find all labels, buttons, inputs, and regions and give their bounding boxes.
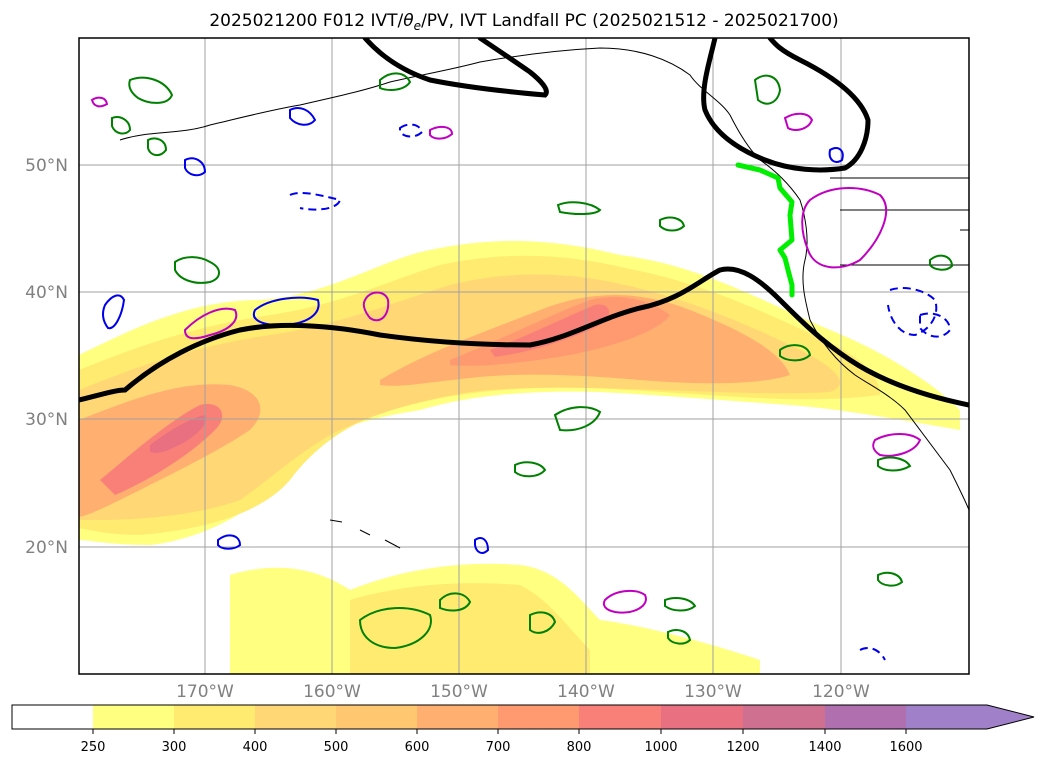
lat-label-40n: 40°N — [25, 283, 68, 303]
colorbar-segment-300-400 — [174, 705, 255, 729]
lat-label-50n: 50°N — [25, 156, 68, 176]
colorbar-tick-label: 600 — [405, 740, 430, 755]
colorbar-tick-label: 1000 — [644, 740, 677, 755]
magenta-contour-bc — [801, 187, 888, 269]
magenta-contour-nw — [90, 96, 109, 108]
colorbar-outline — [11, 704, 1035, 730]
magenta-contour-aleutian — [429, 125, 454, 140]
lon-label-160w: 160°W — [303, 682, 361, 702]
colorbar-tick-label: 250 — [81, 740, 106, 755]
green-contour-8 — [514, 461, 547, 478]
hawaii-islands — [329, 519, 401, 549]
green-contour-10 — [779, 344, 812, 362]
green-contour-11 — [877, 456, 912, 472]
magenta-contours — [90, 96, 922, 614]
green-theta-e-contours — [111, 72, 954, 650]
colorbar-tick-label: 400 — [243, 740, 268, 755]
colorbar-segment-1000-1200 — [661, 705, 743, 729]
magenta-contour-north — [362, 291, 390, 322]
green-contour-3 — [556, 201, 602, 216]
green-contour-2 — [128, 76, 174, 104]
colorbar-tick-label: 800 — [567, 740, 592, 755]
colorbar-tick-label: 500 — [324, 740, 349, 755]
colorbar-segment-250-300 — [93, 705, 174, 729]
blue-contour-1 — [252, 296, 320, 327]
green-contour-16 — [877, 571, 904, 587]
colorbar-segment-above-1600 — [906, 705, 987, 729]
ivt-landfall-line — [735, 162, 795, 298]
black-jet-contours — [79, 38, 969, 408]
bc-coast — [759, 159, 811, 321]
graticule — [79, 38, 969, 674]
green-contour-18 — [379, 72, 412, 91]
blue-contour-8 — [289, 107, 317, 126]
jet-contour-main — [79, 266, 969, 408]
green-contour-5 — [358, 607, 432, 650]
magenta-contour-mid-west — [183, 307, 238, 340]
blue-contour-5 — [887, 287, 938, 337]
colorbar-segment-700-800 — [498, 705, 579, 729]
green-contour-15 — [667, 629, 692, 645]
lat-label-20n: 20°N — [25, 538, 68, 558]
colorbar-tick-label: 1400 — [808, 740, 841, 755]
green-contour-6 — [529, 611, 557, 634]
colorbar-tick-label: 1600 — [889, 740, 922, 755]
green-contour-1 — [174, 256, 220, 284]
coastlines — [119, 47, 969, 549]
ivt-300-southern — [350, 583, 590, 674]
green-contour-9 — [753, 74, 782, 105]
jet-contour-north — [362, 38, 549, 98]
alaska-coast — [119, 47, 761, 161]
blue-contour-9 — [184, 157, 207, 177]
colorbar-segment-1400-1600 — [825, 705, 906, 729]
magenta-contour-california — [872, 433, 922, 457]
lon-label-150w: 150°W — [430, 682, 488, 702]
colorbar-extend-arrow — [987, 705, 1034, 729]
blue-contour-4 — [399, 123, 424, 138]
green-contour-7 — [439, 592, 472, 612]
green-contour-13 — [111, 116, 132, 135]
magenta-contour-south — [602, 589, 647, 614]
green-contour-19 — [659, 216, 686, 232]
colorbar-tick-label: 700 — [486, 740, 511, 755]
blue-contour-11 — [859, 647, 886, 661]
ivt-1000-west — [150, 415, 207, 453]
colorbar-segment-500-600 — [336, 705, 417, 729]
lon-label-140w: 140°W — [557, 682, 615, 702]
us-west-coast — [809, 319, 969, 511]
colorbar-segment-600-700 — [417, 705, 498, 729]
us-state-borders — [830, 177, 969, 275]
figure-title: 2025021200 F012 IVT/θe/PV, IVT Landfall … — [209, 11, 838, 33]
green-contour-12 — [147, 137, 168, 156]
magenta-contour-gulf — [783, 112, 814, 131]
lat-label-30n: 30°N — [25, 410, 68, 430]
lon-label-130w: 130°W — [684, 682, 742, 702]
blue-contour-10 — [474, 537, 490, 554]
colorbar-tick-label: 300 — [162, 740, 187, 755]
colorbar-segment-400-500 — [255, 705, 336, 729]
latitude-labels: 50°N 40°N 30°N 20°N — [25, 156, 68, 558]
jet-contour-gulf — [701, 38, 871, 173]
lon-label-120w: 120°W — [812, 682, 870, 702]
lon-label-170w: 170°W — [176, 682, 234, 702]
map-content — [79, 38, 969, 674]
colorbar-segment-below-250 — [12, 705, 93, 729]
green-contour-14 — [664, 597, 697, 612]
blue-pv-contours — [102, 107, 952, 661]
colorbar-segment-800-1000 — [579, 705, 661, 729]
blue-contour-2 — [102, 294, 126, 330]
green-contour-4 — [553, 406, 602, 432]
colorbar: 250 300 400 500 600 700 800 1000 1200 14… — [11, 704, 1035, 755]
colorbar-ticks — [92, 729, 907, 734]
map-frame — [78, 37, 970, 675]
colorbar-segment-1200-1400 — [743, 705, 825, 729]
blue-contour-7 — [828, 147, 844, 163]
blue-contour-6 — [919, 312, 952, 338]
blue-contour-12 — [217, 534, 242, 550]
colorbar-tick-label: 1200 — [726, 740, 759, 755]
green-contour-17 — [929, 254, 954, 271]
longitude-labels: 170°W 160°W 150°W 140°W 130°W 120°W — [176, 682, 870, 702]
